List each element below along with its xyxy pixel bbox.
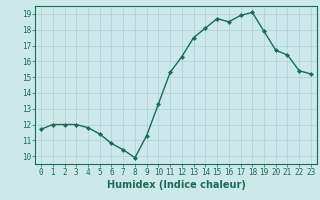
X-axis label: Humidex (Indice chaleur): Humidex (Indice chaleur) <box>107 180 245 190</box>
